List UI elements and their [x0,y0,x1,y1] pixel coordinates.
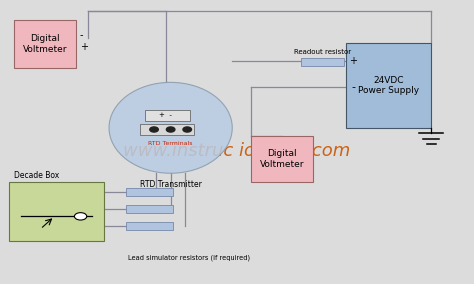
FancyBboxPatch shape [251,136,313,182]
Text: RTD Terminals: RTD Terminals [148,141,193,146]
Circle shape [183,127,191,132]
FancyBboxPatch shape [301,58,344,66]
Circle shape [74,213,87,220]
Text: Readout resistor: Readout resistor [294,49,351,55]
Text: Digital
Voltmeter: Digital Voltmeter [260,149,304,169]
Ellipse shape [109,82,232,173]
FancyBboxPatch shape [9,182,104,241]
Text: RTD Transmitter: RTD Transmitter [140,180,201,189]
FancyBboxPatch shape [126,205,173,213]
Circle shape [166,127,175,132]
FancyBboxPatch shape [140,124,194,135]
Text: 24VDC
Power Supply: 24VDC Power Supply [358,76,419,95]
Text: -: - [351,82,355,92]
FancyBboxPatch shape [126,222,173,230]
Circle shape [150,127,158,132]
Text: +: + [80,42,88,52]
Text: +: + [349,56,357,66]
Text: Digital
Voltmeter: Digital Voltmeter [23,34,67,54]
FancyBboxPatch shape [126,188,173,196]
Text: Lead simulator resistors (if required): Lead simulator resistors (if required) [128,255,250,261]
Text: Decade Box: Decade Box [14,171,59,180]
FancyBboxPatch shape [14,20,76,68]
FancyBboxPatch shape [346,43,431,128]
Text: +  -: + - [159,112,173,118]
Text: -: - [80,30,83,40]
FancyBboxPatch shape [145,110,190,121]
Text: www.instruc iontool .com: www.instruc iontool .com [123,141,351,160]
